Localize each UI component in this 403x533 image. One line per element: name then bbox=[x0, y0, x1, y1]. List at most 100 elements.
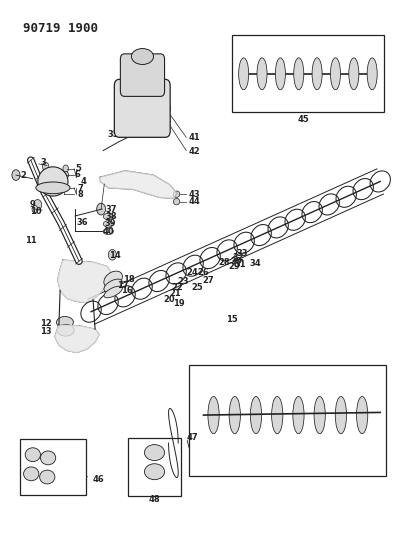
Text: 43: 43 bbox=[189, 190, 200, 199]
Text: 4: 4 bbox=[81, 177, 87, 186]
Ellipse shape bbox=[57, 325, 74, 336]
Circle shape bbox=[12, 169, 20, 180]
Ellipse shape bbox=[367, 58, 377, 90]
Text: 37: 37 bbox=[106, 205, 117, 214]
Text: 38: 38 bbox=[106, 212, 117, 221]
Text: 35: 35 bbox=[107, 130, 119, 139]
Text: 8: 8 bbox=[77, 190, 83, 199]
Ellipse shape bbox=[39, 470, 55, 484]
Text: 40: 40 bbox=[103, 227, 114, 236]
Text: 90719 1900: 90719 1900 bbox=[23, 22, 98, 35]
Ellipse shape bbox=[250, 397, 262, 434]
Ellipse shape bbox=[294, 58, 304, 90]
Bar bbox=[232, 35, 384, 112]
Text: 19: 19 bbox=[173, 299, 185, 308]
Text: 3: 3 bbox=[40, 158, 46, 167]
Ellipse shape bbox=[103, 228, 113, 235]
Ellipse shape bbox=[103, 221, 113, 227]
Text: 41: 41 bbox=[189, 133, 200, 142]
Text: 18: 18 bbox=[123, 275, 135, 284]
Ellipse shape bbox=[97, 203, 106, 215]
Text: 15: 15 bbox=[226, 315, 237, 324]
Text: 10: 10 bbox=[29, 207, 41, 216]
Text: 12: 12 bbox=[40, 319, 52, 328]
Ellipse shape bbox=[25, 448, 40, 462]
Text: 31: 31 bbox=[235, 261, 246, 269]
Text: 6: 6 bbox=[75, 170, 81, 179]
Ellipse shape bbox=[38, 167, 68, 196]
Text: 36: 36 bbox=[76, 219, 88, 228]
Text: 16: 16 bbox=[121, 286, 133, 295]
Text: 1: 1 bbox=[154, 60, 160, 69]
Text: 5: 5 bbox=[75, 164, 81, 173]
Ellipse shape bbox=[239, 58, 249, 90]
Text: 48: 48 bbox=[149, 495, 160, 504]
Circle shape bbox=[63, 171, 69, 179]
Text: 11: 11 bbox=[25, 237, 37, 246]
Circle shape bbox=[32, 205, 37, 213]
Ellipse shape bbox=[104, 279, 123, 292]
Ellipse shape bbox=[56, 317, 73, 328]
Circle shape bbox=[164, 104, 170, 113]
Ellipse shape bbox=[312, 58, 322, 90]
Ellipse shape bbox=[104, 271, 123, 287]
Ellipse shape bbox=[103, 213, 113, 220]
Circle shape bbox=[42, 163, 49, 171]
Ellipse shape bbox=[163, 118, 170, 124]
Text: 29: 29 bbox=[229, 262, 241, 271]
Ellipse shape bbox=[314, 397, 325, 434]
Text: 24: 24 bbox=[186, 269, 198, 277]
Ellipse shape bbox=[173, 198, 180, 205]
Bar bbox=[20, 439, 86, 495]
Ellipse shape bbox=[257, 58, 267, 90]
Text: 33: 33 bbox=[237, 249, 248, 258]
Ellipse shape bbox=[272, 397, 283, 434]
Text: 25: 25 bbox=[191, 283, 203, 292]
Ellipse shape bbox=[40, 451, 56, 465]
Text: 23: 23 bbox=[177, 277, 189, 286]
Text: 30: 30 bbox=[231, 257, 242, 265]
Text: 42: 42 bbox=[189, 147, 200, 156]
Ellipse shape bbox=[330, 58, 341, 90]
Polygon shape bbox=[100, 171, 177, 198]
FancyBboxPatch shape bbox=[120, 54, 164, 96]
Ellipse shape bbox=[144, 464, 164, 480]
Text: 7: 7 bbox=[77, 184, 83, 193]
Circle shape bbox=[33, 199, 42, 210]
Ellipse shape bbox=[173, 191, 180, 197]
Ellipse shape bbox=[24, 467, 39, 481]
Ellipse shape bbox=[349, 58, 359, 90]
Ellipse shape bbox=[357, 397, 368, 434]
Ellipse shape bbox=[229, 397, 241, 434]
Ellipse shape bbox=[108, 249, 116, 260]
Text: 13: 13 bbox=[40, 327, 52, 336]
Ellipse shape bbox=[104, 286, 123, 298]
Text: 9: 9 bbox=[29, 200, 35, 209]
Text: 39: 39 bbox=[104, 220, 116, 229]
Bar bbox=[129, 438, 181, 496]
Text: 27: 27 bbox=[202, 276, 214, 285]
Ellipse shape bbox=[131, 49, 154, 64]
Polygon shape bbox=[58, 260, 111, 303]
Text: 21: 21 bbox=[169, 288, 181, 297]
Text: 32: 32 bbox=[232, 254, 244, 262]
Text: 20: 20 bbox=[163, 295, 175, 304]
Text: 46: 46 bbox=[92, 475, 104, 483]
Ellipse shape bbox=[208, 397, 219, 434]
Circle shape bbox=[63, 165, 69, 172]
Text: 17: 17 bbox=[117, 280, 129, 289]
Bar bbox=[189, 365, 386, 477]
Ellipse shape bbox=[144, 445, 164, 461]
Text: 14: 14 bbox=[109, 252, 121, 260]
Text: 34: 34 bbox=[250, 260, 261, 268]
Text: 44: 44 bbox=[189, 197, 200, 206]
Text: 22: 22 bbox=[171, 283, 183, 292]
Text: 26: 26 bbox=[197, 269, 209, 277]
Text: 2: 2 bbox=[20, 171, 26, 180]
Ellipse shape bbox=[293, 397, 304, 434]
Polygon shape bbox=[55, 325, 99, 353]
Text: 28: 28 bbox=[219, 258, 231, 266]
Text: 45: 45 bbox=[297, 115, 309, 124]
Ellipse shape bbox=[335, 397, 347, 434]
Text: 47: 47 bbox=[187, 433, 198, 442]
